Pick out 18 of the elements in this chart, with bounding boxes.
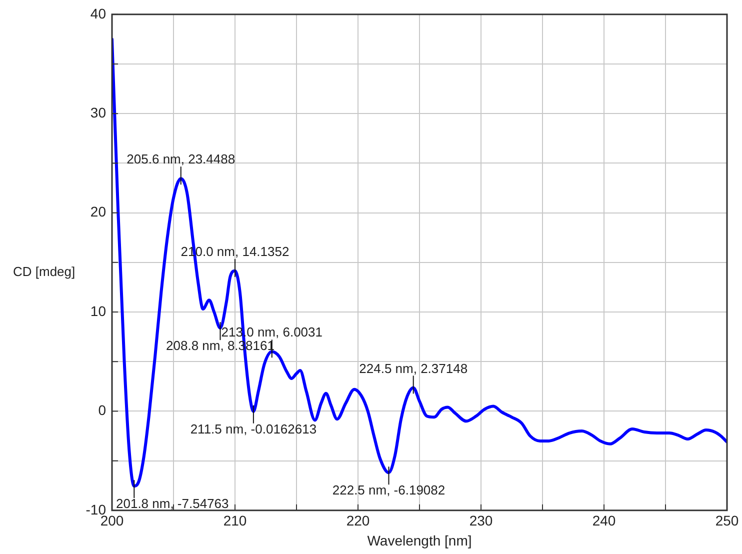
y-tick-label: 10: [90, 302, 106, 319]
x-tick-label: 250: [715, 512, 739, 529]
y-tick-label: -10: [86, 501, 106, 518]
annotation: 201.8 nm, -7.54763: [116, 496, 229, 512]
annotation: 222.5 nm, -6.19082: [332, 482, 446, 498]
y-tick-label: 20: [90, 204, 106, 220]
x-tick-label: 240: [592, 512, 616, 529]
x-tick-label: 210: [223, 512, 247, 529]
y-tick-label: 40: [90, 5, 106, 22]
annotation: 205.6 nm, 23.4488: [126, 152, 236, 167]
y-axis-title: CD [mdeg]: [13, 264, 76, 279]
y-tick-label: 30: [90, 104, 106, 120]
x-tick-label: 230: [469, 512, 493, 529]
x-axis-title: Wavelength [nm]: [367, 532, 472, 548]
y-tick-label: 0: [98, 402, 106, 418]
annotation: 224.5 nm, 2.37148: [359, 360, 468, 376]
x-tick-label: 220: [346, 512, 370, 529]
annotation: 211.5 nm, -0.0162613: [190, 421, 317, 436]
